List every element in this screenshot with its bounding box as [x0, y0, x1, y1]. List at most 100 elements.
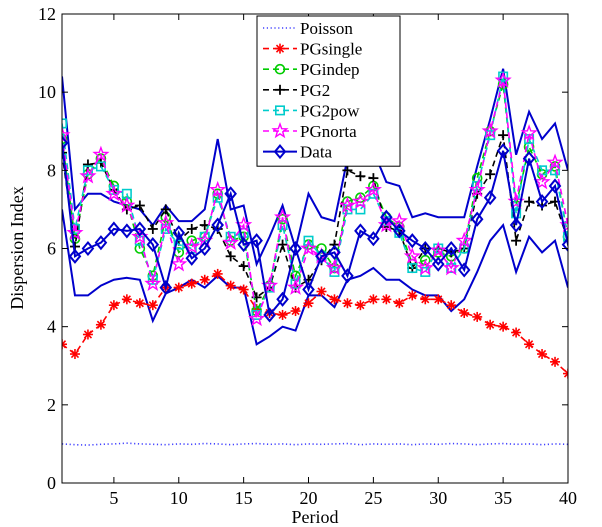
y-tick-label: 10: [38, 82, 56, 102]
point-pgsingle: [563, 368, 568, 379]
point-data: [146, 237, 160, 253]
legend-label-pgnorta: PGnorta: [300, 122, 357, 141]
point-pgsingle: [459, 307, 470, 318]
point-pgnorta: [248, 309, 266, 327]
point-pgsingle: [342, 298, 353, 309]
point-data: [561, 237, 568, 253]
series-data: [62, 135, 568, 323]
legend-item-pg2pow: PG2pow: [263, 101, 360, 120]
point-data: [315, 248, 328, 264]
point-pgsingle: [550, 356, 561, 367]
point-pgsingle: [95, 319, 106, 330]
point-data: [548, 178, 562, 194]
x-tick-label: 40: [559, 488, 577, 508]
point-pgnorta: [455, 231, 473, 249]
point-data: [94, 235, 108, 251]
point-pgnorta: [183, 237, 201, 254]
point-pg2: [342, 165, 353, 176]
legend-item-data: Data: [263, 143, 333, 162]
point-data: [341, 268, 354, 284]
point-pgsingle: [394, 298, 405, 309]
legend-label-pgindep: PGindep: [300, 60, 360, 79]
point-pg2: [485, 169, 496, 180]
point-pgnorta: [468, 180, 486, 198]
x-tick-label: 20: [300, 488, 318, 508]
point-pgnorta: [79, 167, 97, 184]
point-pgnorta: [62, 126, 71, 143]
point-pgnorta: [286, 278, 305, 295]
point-pgsingle: [277, 309, 288, 320]
point-pgsingle: [173, 282, 184, 293]
point-pgindep: [134, 243, 146, 254]
point-pg2: [355, 171, 366, 182]
point-data: [237, 237, 250, 253]
point-pg2: [524, 196, 535, 207]
point-data: [457, 262, 471, 278]
point-pgnorta: [105, 184, 123, 202]
x-tick-label: 10: [170, 488, 188, 508]
point-pgsingle: [316, 286, 327, 297]
legend-marker-data: [273, 144, 287, 160]
point-pgsingle: [381, 294, 392, 305]
point-data: [68, 248, 82, 264]
point-pgsingle: [186, 278, 197, 289]
y-axis-label: Dispersion Index: [7, 186, 27, 309]
point-pgnorta: [118, 196, 136, 213]
point-pgsingle: [485, 319, 496, 330]
point-pgindep: [62, 133, 68, 145]
legend-item-pgsingle: PGsingle: [263, 40, 362, 59]
point-pgnorta: [481, 122, 499, 139]
point-pgnorta: [442, 259, 460, 276]
point-data: [263, 307, 276, 323]
point-pgnorta: [416, 259, 434, 276]
x-tick-label: 5: [109, 488, 118, 508]
y-tick-label: 2: [47, 395, 56, 415]
point-data: [250, 233, 263, 249]
point-pgsingle: [355, 300, 366, 311]
point-pgsingle: [134, 298, 145, 309]
point-pgindep: [277, 213, 288, 225]
point-pgnorta: [429, 241, 447, 258]
envelope-line-2: [62, 209, 568, 346]
x-tick-label: 15: [235, 488, 253, 508]
point-pgsingle: [238, 284, 249, 295]
point-data: [198, 240, 212, 257]
legend-label-pgsingle: PGsingle: [300, 40, 362, 59]
point-pgnorta: [364, 180, 382, 198]
point-pgnorta: [520, 124, 538, 141]
point-pgsingle: [511, 327, 522, 338]
point-pgsingle: [329, 294, 340, 305]
x-tick-label: 35: [494, 488, 512, 508]
point-pgsingle: [420, 294, 431, 305]
y-tick-label: 12: [38, 4, 56, 24]
point-data: [133, 221, 147, 237]
series-line-pgnorta: [62, 80, 568, 323]
series-poisson: [62, 442, 568, 446]
legend-marker-pgindep: [274, 63, 286, 75]
point-pg2: [186, 223, 197, 234]
x-tick-label: 25: [364, 488, 382, 508]
series-line-pgsingle: [62, 272, 568, 375]
point-pgsingle: [537, 349, 548, 360]
point-pgnorta: [144, 274, 162, 291]
y-tick-label: 4: [47, 317, 56, 337]
legend-label-pg2: PG2: [300, 81, 330, 100]
point-pgsingle: [225, 280, 236, 291]
legend-item-pgnorta: PGnorta: [263, 121, 357, 141]
y-tick-label: 6: [47, 239, 56, 259]
point-pgnorta: [351, 192, 370, 209]
point-pgnorta: [494, 71, 512, 88]
series-line-pg2: [62, 134, 568, 299]
point-pgsingle: [212, 268, 223, 279]
point-pgsingle: [446, 300, 457, 311]
point-pgnorta: [273, 208, 292, 225]
x-tick-label: 30: [429, 488, 447, 508]
point-pgsingle: [498, 321, 509, 332]
point-data: [81, 240, 95, 257]
legend-item-poisson: Poisson: [263, 19, 353, 38]
x-axis-label: Period: [292, 507, 339, 527]
point-data: [406, 233, 419, 249]
point-pgindep: [186, 235, 198, 246]
point-pgsingle: [147, 300, 158, 311]
